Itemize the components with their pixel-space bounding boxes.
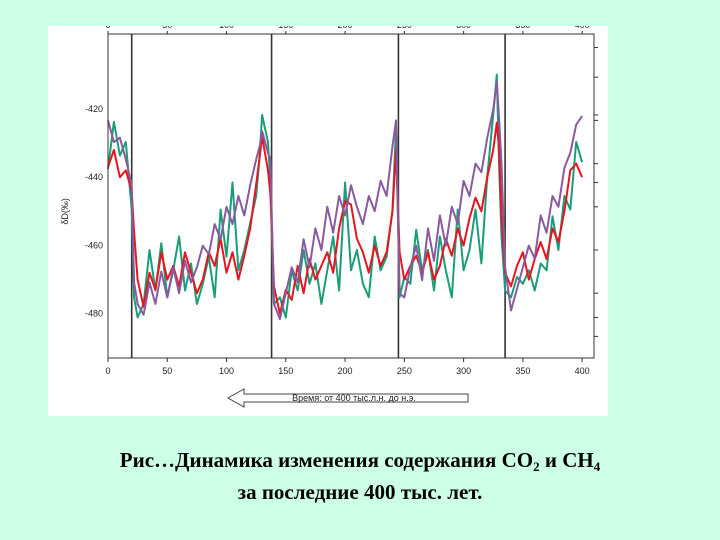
caption-sub-ch4: 4 <box>593 459 601 474</box>
top-x-tick-label: 100 <box>219 26 234 30</box>
axes: 0 50 100 150 200 250 300 350 400 0 50 100 150 200 250 3… <box>60 26 598 376</box>
x-tick-label: 200 <box>338 366 353 376</box>
caption-text-mid: и СН <box>539 448 594 472</box>
top-x-tick-label: 400 <box>575 26 590 30</box>
x-tick-label: 100 <box>219 366 234 376</box>
vertical-boundaries <box>130 34 506 358</box>
series-line-co2 <box>107 80 583 321</box>
x-axis-label: Время: от 400 тыс.л.н. до н.э. <box>292 393 416 403</box>
left-axis-label: δD(‰) <box>60 198 70 225</box>
x-tick-label: 150 <box>278 366 293 376</box>
top-x-tick-label: 0 <box>105 26 110 30</box>
caption-sub-co2: 2 <box>533 459 540 474</box>
x-tick-label: 50 <box>162 366 172 376</box>
top-x-tick-label: 350 <box>515 26 530 30</box>
x-tick-label: 0 <box>105 366 110 376</box>
chart-svg: 0 50 100 150 200 250 300 350 400 0 50 100 150 200 250 3… <box>60 26 598 408</box>
top-x-tick-label: 50 <box>162 26 172 30</box>
series-lines <box>107 73 584 321</box>
left-tick-label: -480 <box>85 309 103 319</box>
x-tick-label: 400 <box>575 366 590 376</box>
x-tick-label: 250 <box>397 366 412 376</box>
top-x-tick-label: 250 <box>397 26 412 30</box>
caption-text-pre: Рис…Динамика изменения содержания СО <box>119 448 534 472</box>
top-x-tick-label: 300 <box>456 26 471 30</box>
caption-line-2: за последние 400 тыс. лет. <box>237 480 483 504</box>
left-tick-label: -440 <box>85 172 103 182</box>
series-line-dd <box>107 121 584 315</box>
caption-line-1: Рис…Динамика изменения содержания СО2 и … <box>0 448 720 475</box>
plot-frame <box>107 33 595 359</box>
top-x-tick-label: 200 <box>338 26 353 30</box>
left-tick-label: -420 <box>85 104 103 114</box>
time-arrow-icon <box>226 388 469 408</box>
top-x-tick-label: 150 <box>278 26 293 30</box>
left-tick-label: -460 <box>85 240 103 250</box>
time-arrow: Время: от 400 тыс.л.н. до н.э. <box>226 388 469 408</box>
x-tick-label: 350 <box>515 366 530 376</box>
chart-figure: 0 50 100 150 200 250 300 350 400 0 50 100 150 200 250 3… <box>48 26 608 416</box>
x-tick-label: 300 <box>456 366 471 376</box>
